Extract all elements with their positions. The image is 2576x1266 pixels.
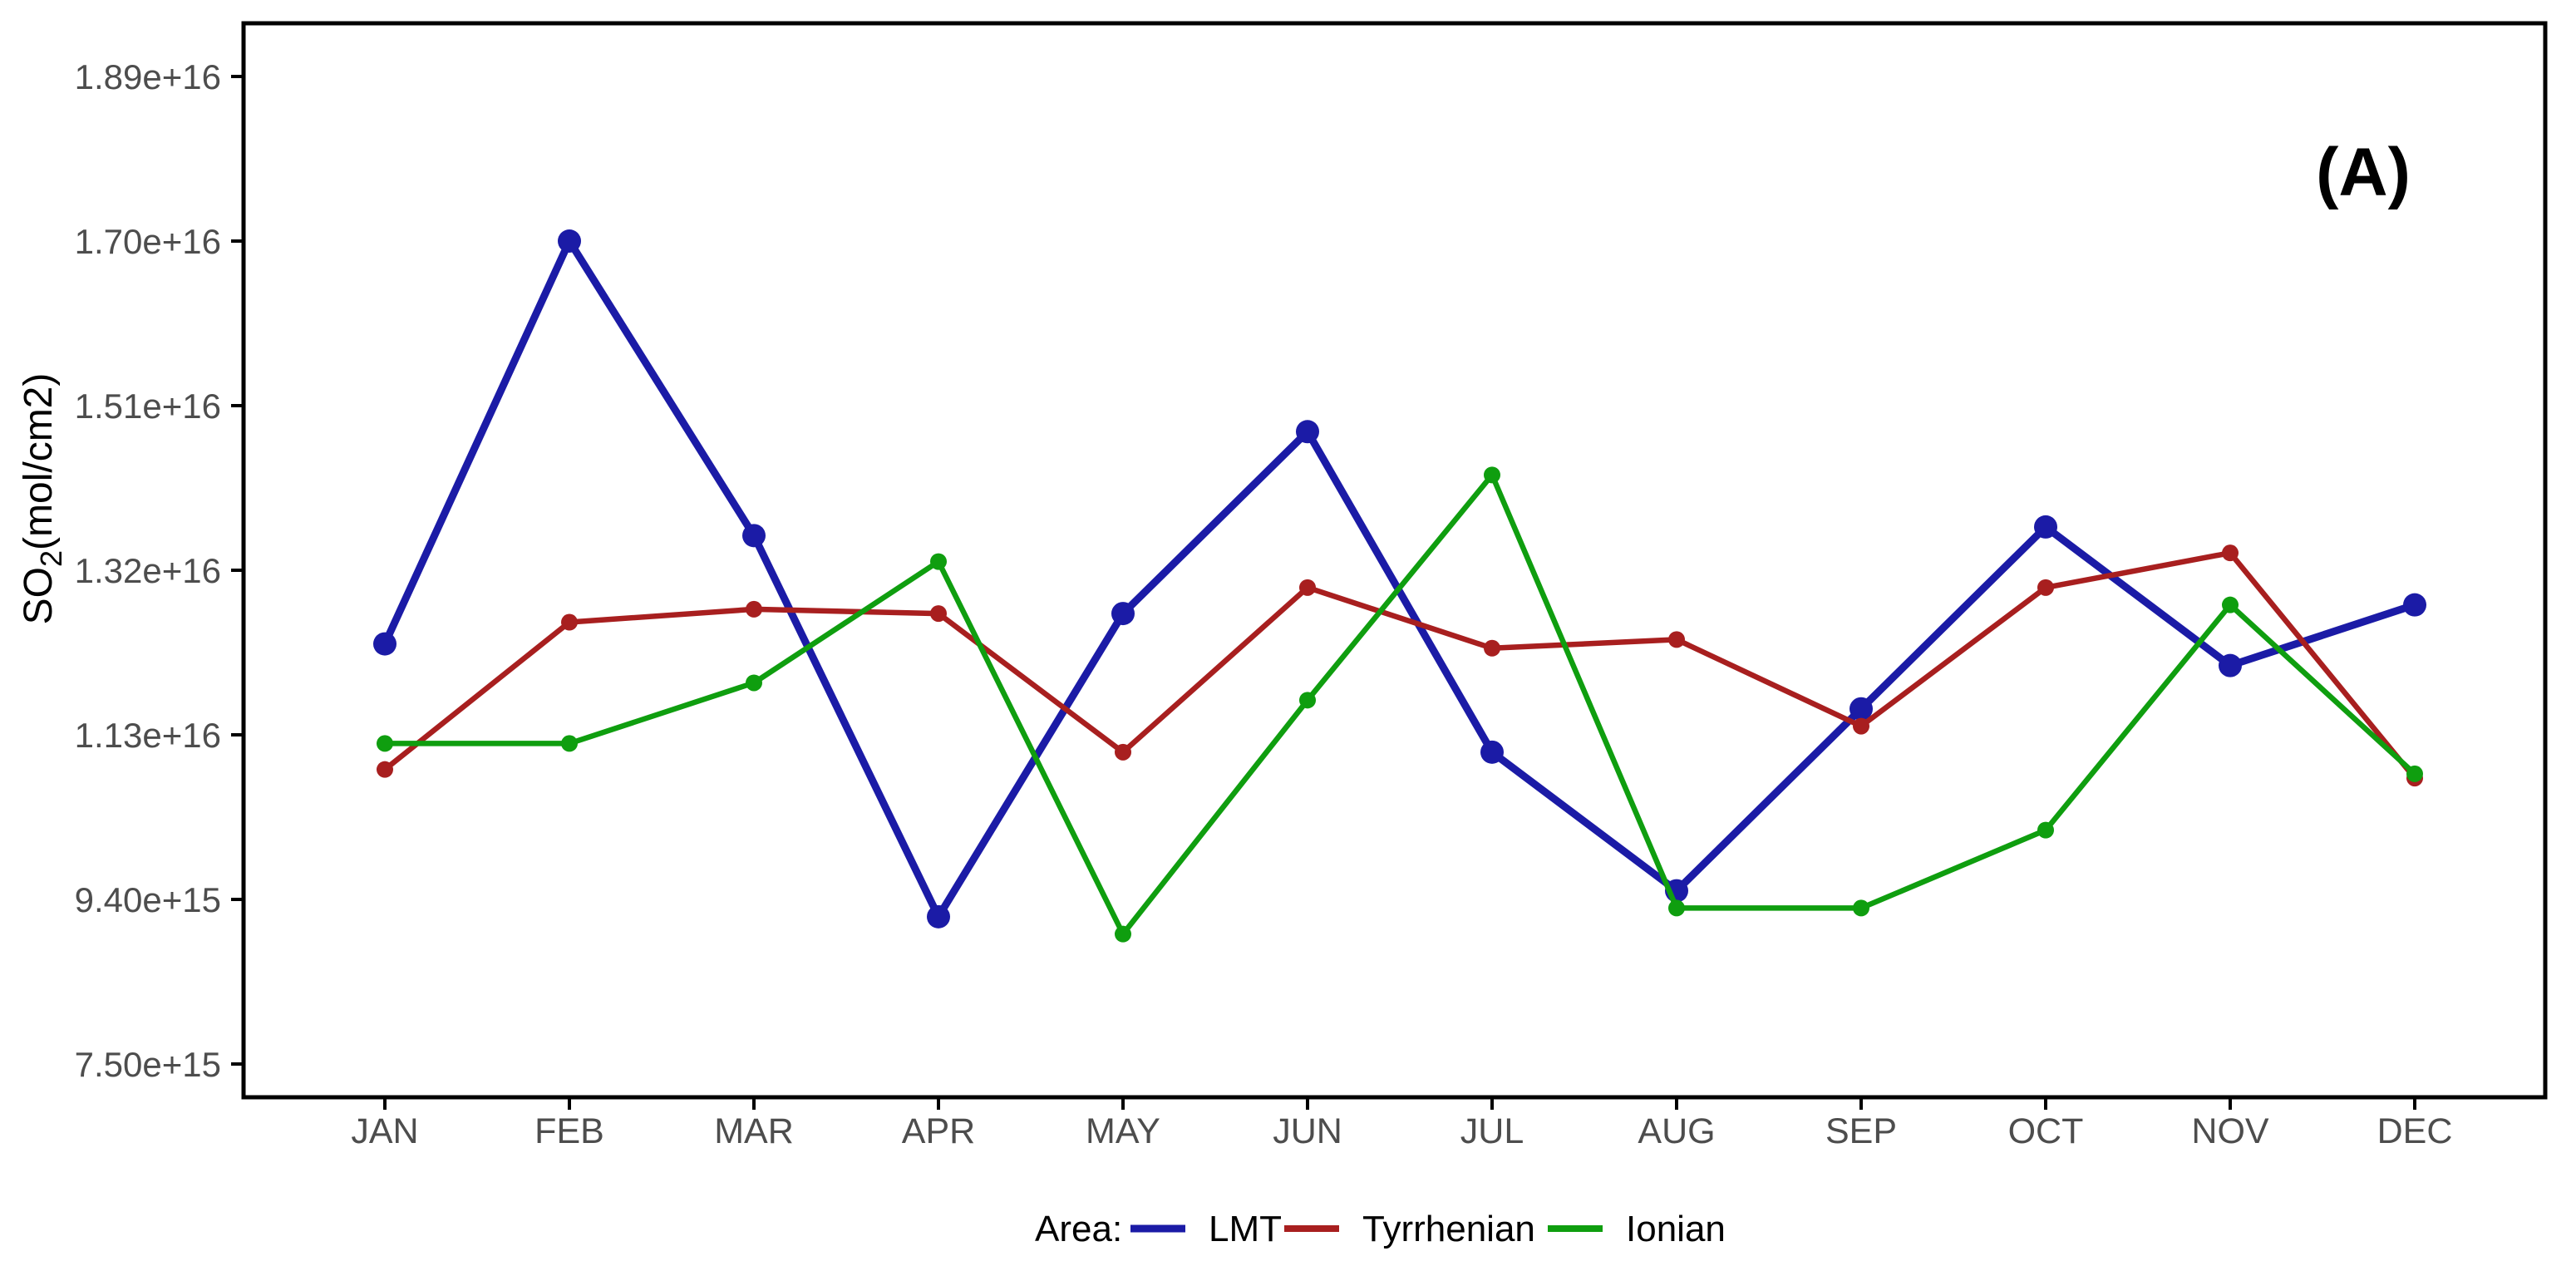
data-point-Tyrrhenian-JAN [377,761,393,778]
x-tick-label: SEP [1825,1111,1897,1151]
y-tick-label: 7.50e+15 [75,1045,221,1084]
plot-border [241,21,2548,1100]
data-point-Ionian-SEP [1853,899,1869,917]
x-tick-label: JUL [1460,1111,1524,1151]
x-tick-label: AUG [1638,1111,1715,1151]
x-tick-label: JUN [1273,1111,1342,1151]
legend-entries: LMT Tyrrhenian Ionian [1130,1209,1726,1249]
y-tick-label: 1.89e+16 [75,57,221,96]
data-point-LMT-APR [927,904,950,929]
data-point-LMT-MAY [1111,602,1135,626]
data-point-Tyrrhenian-OCT [2037,579,2054,596]
legend-label-Ionian: Ionian [1626,1209,1726,1249]
data-point-Tyrrhenian-MAY [1115,743,1131,761]
data-point-Ionian-MAR [746,674,762,692]
data-point-Ionian-JAN [377,735,393,752]
data-point-Tyrrhenian-FEB [561,613,578,631]
series-layer [373,229,2426,943]
x-tick-label: MAY [1086,1111,1160,1151]
legend-label-Tyrrhenian: Tyrrhenian [1362,1209,1535,1249]
data-point-Ionian-FEB [561,735,578,752]
data-point-LMT-JUN [1296,420,1319,444]
data-point-Ionian-AUG [1668,899,1685,917]
data-point-Tyrrhenian-AUG [1668,631,1685,648]
data-point-LMT-OCT [2034,515,2057,539]
series-line-LMT [381,237,2419,921]
data-point-Ionian-JUN [1299,692,1316,709]
series-Tyrrhenian [377,544,2423,787]
series-LMT [373,229,2426,929]
data-point-Ionian-NOV [2222,596,2239,613]
data-point-Ionian-APR [930,553,947,570]
data-point-Tyrrhenian-JUN [1299,579,1316,596]
data-point-LMT-SEP [1849,697,1873,721]
x-tick-label: DEC [2377,1111,2453,1151]
x-tick-label: JAN [351,1111,418,1151]
x-tick-label: NOV [2191,1111,2269,1151]
data-point-Ionian-DEC [2406,765,2423,782]
x-tick-label: MAR [714,1111,794,1151]
y-tick-label: 1.70e+16 [75,222,221,261]
series-Ionian [377,466,2423,943]
series-line-Tyrrhenian [382,549,2418,781]
data-point-Tyrrhenian-MAR [746,600,762,618]
x-tick-label: OCT [2008,1111,2084,1151]
data-point-Ionian-JUL [1484,466,1500,484]
y-tick-label: 1.13e+16 [75,716,221,755]
data-point-Tyrrhenian-APR [930,605,947,623]
y-axis-title: SO2(mol/cm2) [17,373,68,625]
data-point-Tyrrhenian-JUL [1484,639,1500,657]
panel-label: (A) [2316,135,2411,210]
y-tick-label: 9.40e+15 [75,880,221,919]
data-point-LMT-NOV [2219,653,2242,677]
data-point-Ionian-MAY [1115,925,1131,943]
data-point-LMT-FEB [558,229,581,253]
legend: Area: LMT Tyrrhenian Ionian [1035,1209,1726,1249]
series-line-Ionian [382,472,2418,937]
data-point-Tyrrhenian-NOV [2222,544,2239,562]
legend-label-LMT: LMT [1209,1209,1282,1249]
y-tick-label: 1.32e+16 [75,551,221,590]
data-point-Tyrrhenian-SEP [1853,717,1869,735]
data-point-LMT-DEC [2403,593,2426,617]
data-point-LMT-JUL [1480,740,1504,764]
y-axis: 1.89e+16 1.70e+16 1.51e+16 1.32e+16 1.13e+16… [75,57,244,1084]
data-point-LMT-JAN [373,632,396,656]
y-tick-label: 1.51e+16 [75,387,221,426]
legend-title: Area: [1035,1209,1122,1249]
data-point-LMT-MAR [742,524,766,548]
x-tick-label: APR [902,1111,975,1151]
data-point-Ionian-OCT [2037,821,2054,839]
x-tick-label: FEB [534,1111,604,1151]
x-axis: JAN FEB MAR APR MAY JUN JUL AUG SEP OCT NOV DEC [351,1097,2452,1151]
